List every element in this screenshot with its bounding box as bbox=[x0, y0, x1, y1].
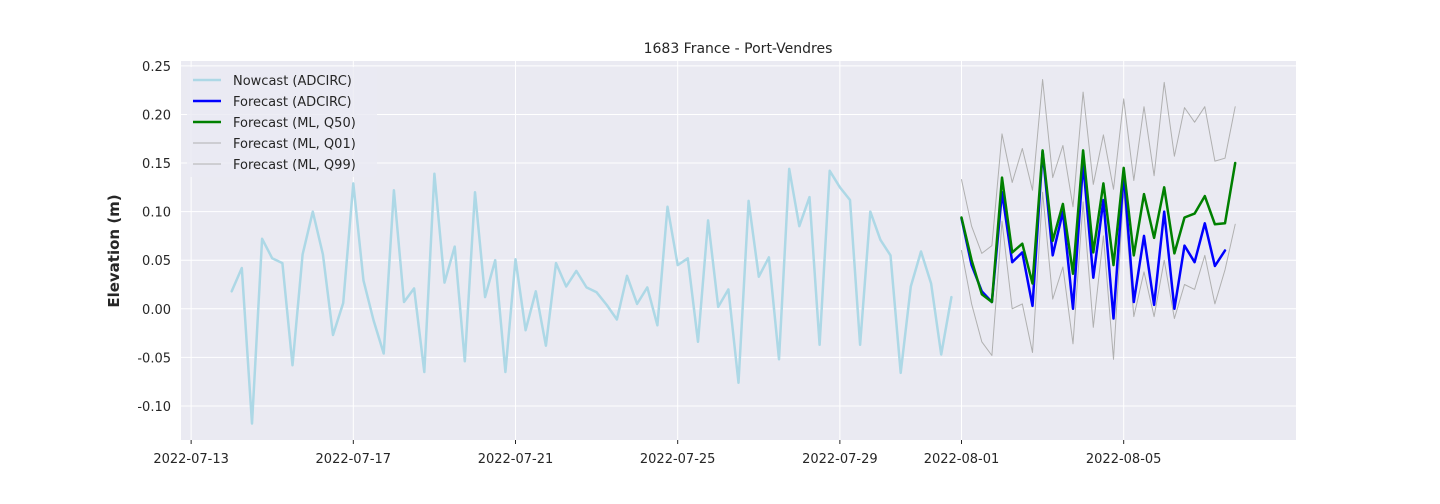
y-tick-label: -0.10 bbox=[137, 400, 171, 415]
series-line-2 bbox=[960, 150, 1227, 320]
legend-label: Nowcast (ADCIRC) bbox=[233, 74, 352, 89]
y-tick-label: 0.10 bbox=[142, 206, 171, 221]
y-tick-label: 0.20 bbox=[142, 108, 171, 123]
legend-label: Forecast (ML, Q01) bbox=[233, 137, 356, 152]
series-line-4 bbox=[961, 189, 1236, 360]
y-tick-label: 0.00 bbox=[142, 303, 171, 318]
y-tick-label: 0.05 bbox=[142, 254, 171, 269]
x-tick-label: 2022-08-05 bbox=[1086, 452, 1162, 467]
legend-label: Forecast (ML, Q99) bbox=[233, 158, 356, 173]
x-tick-label: 2022-07-25 bbox=[640, 452, 716, 467]
x-tick-label: 2022-07-29 bbox=[802, 452, 878, 467]
y-axis-label: Elevation (m) bbox=[105, 194, 123, 307]
legend: Nowcast (ADCIRC) Forecast (ADCIRC) Forecas… bbox=[187, 67, 377, 177]
series-line-5 bbox=[961, 79, 1236, 254]
x-axis: 2022-07-13 2022-07-17 2022-07-21 2022-07-25… bbox=[153, 440, 1161, 467]
y-tick-label: -0.05 bbox=[137, 351, 171, 366]
x-tick-label: 2022-07-13 bbox=[153, 452, 229, 467]
x-tick-label: 2022-07-17 bbox=[316, 452, 392, 467]
chart-title: 1683 France - Port-Vendres bbox=[644, 41, 833, 57]
y-tick-label: 0.15 bbox=[142, 157, 171, 172]
x-tick-label: 2022-07-21 bbox=[478, 452, 554, 467]
x-tick-label: 2022-08-01 bbox=[924, 452, 1000, 467]
series-line-3 bbox=[960, 149, 1237, 304]
legend-label: Forecast (ML, Q50) bbox=[233, 116, 356, 131]
y-axis: 0.25 0.20 0.15 0.10 0.05 0.00 -0.05 -0.10 bbox=[137, 60, 171, 415]
legend-label: Forecast (ADCIRC) bbox=[233, 95, 352, 110]
series-line-1 bbox=[230, 167, 953, 425]
series-layer bbox=[230, 79, 1237, 425]
legend-box bbox=[187, 67, 377, 177]
y-tick-label: 0.25 bbox=[142, 60, 171, 75]
